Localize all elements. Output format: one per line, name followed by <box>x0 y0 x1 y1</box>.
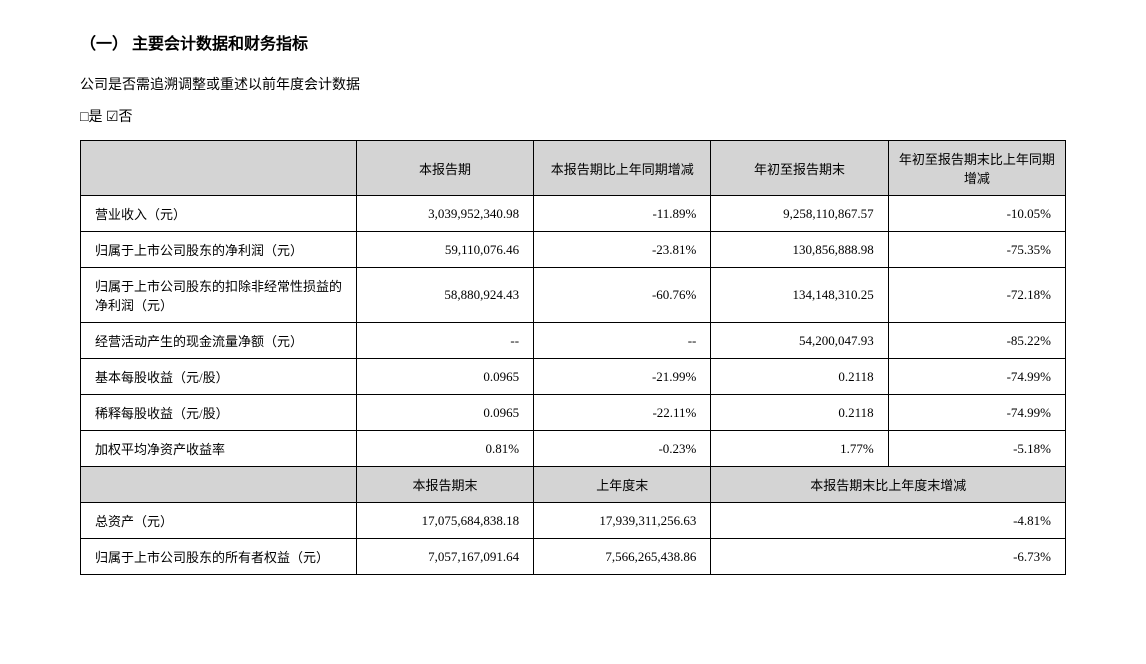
cell-value: -22.11% <box>534 395 711 431</box>
cell-value: -75.35% <box>888 232 1065 268</box>
cell-value: -60.76% <box>534 268 711 323</box>
table-row: 归属于上市公司股东的扣除非经常性损益的净利润（元） 58,880,924.43 … <box>81 268 1066 323</box>
cell-value: 54,200,047.93 <box>711 323 888 359</box>
cell-value: 0.2118 <box>711 359 888 395</box>
row-label: 营业收入（元） <box>81 196 357 232</box>
cell-value: 1.77% <box>711 431 888 467</box>
row-label: 加权平均净资产收益率 <box>81 431 357 467</box>
table-row: 归属于上市公司股东的所有者权益（元） 7,057,167,091.64 7,56… <box>81 539 1066 575</box>
table-header-row-1: 本报告期 本报告期比上年同期增减 年初至报告期末 年初至报告期末比上年同期增减 <box>81 141 1066 196</box>
header-cell: 年初至报告期末 <box>711 141 888 196</box>
cell-value: 59,110,076.46 <box>356 232 533 268</box>
header-cell: 本报告期 <box>356 141 533 196</box>
cell-value: 3,039,952,340.98 <box>356 196 533 232</box>
checkbox-no-symbol: ☑ <box>106 108 119 124</box>
table-row: 经营活动产生的现金流量净额（元） -- -- 54,200,047.93 -85… <box>81 323 1066 359</box>
cell-value: -72.18% <box>888 268 1065 323</box>
cell-value: -11.89% <box>534 196 711 232</box>
cell-value: 0.2118 <box>711 395 888 431</box>
row-label: 总资产（元） <box>81 503 357 539</box>
cell-value: -- <box>356 323 533 359</box>
cell-value: -0.23% <box>534 431 711 467</box>
cell-value: 9,258,110,867.57 <box>711 196 888 232</box>
header-cell: 上年度末 <box>534 467 711 503</box>
table-row: 基本每股收益（元/股） 0.0965 -21.99% 0.2118 -74.99… <box>81 359 1066 395</box>
row-label: 归属于上市公司股东的扣除非经常性损益的净利润（元） <box>81 268 357 323</box>
cell-value: 0.0965 <box>356 359 533 395</box>
row-label: 稀释每股收益（元/股） <box>81 395 357 431</box>
cell-value: -10.05% <box>888 196 1065 232</box>
header-cell: 本报告期比上年同期增减 <box>534 141 711 196</box>
table-row: 总资产（元） 17,075,684,838.18 17,939,311,256.… <box>81 503 1066 539</box>
cell-value: -4.81% <box>711 503 1066 539</box>
header-cell <box>81 467 357 503</box>
row-label: 经营活动产生的现金流量净额（元） <box>81 323 357 359</box>
table-row: 归属于上市公司股东的净利润（元） 59,110,076.46 -23.81% 1… <box>81 232 1066 268</box>
header-cell <box>81 141 357 196</box>
checkbox-no-label: 否 <box>119 110 133 125</box>
cell-value: -21.99% <box>534 359 711 395</box>
cell-value: 17,075,684,838.18 <box>356 503 533 539</box>
cell-value: 58,880,924.43 <box>356 268 533 323</box>
cell-value: 7,057,167,091.64 <box>356 539 533 575</box>
header-cell: 本报告期末比上年度末增减 <box>711 467 1066 503</box>
header-cell: 本报告期末 <box>356 467 533 503</box>
cell-value: 17,939,311,256.63 <box>534 503 711 539</box>
cell-value: 0.81% <box>356 431 533 467</box>
checkbox-yes-label: 是 <box>88 110 102 125</box>
cell-value: 134,148,310.25 <box>711 268 888 323</box>
cell-value: -6.73% <box>711 539 1066 575</box>
section-heading: （一） 主要会计数据和财务指标 <box>80 30 1066 54</box>
table-header-row-2: 本报告期末 上年度末 本报告期末比上年度末增减 <box>81 467 1066 503</box>
cell-value: -5.18% <box>888 431 1065 467</box>
cell-value: -74.99% <box>888 395 1065 431</box>
checkbox-row: □是 ☑否 <box>80 106 1066 126</box>
table-row: 营业收入（元） 3,039,952,340.98 -11.89% 9,258,1… <box>81 196 1066 232</box>
cell-value: 7,566,265,438.86 <box>534 539 711 575</box>
row-label: 归属于上市公司股东的所有者权益（元） <box>81 539 357 575</box>
header-cell: 年初至报告期末比上年同期增减 <box>888 141 1065 196</box>
financial-table: 本报告期 本报告期比上年同期增减 年初至报告期末 年初至报告期末比上年同期增减 … <box>80 140 1066 575</box>
cell-value: -85.22% <box>888 323 1065 359</box>
row-label: 基本每股收益（元/股） <box>81 359 357 395</box>
table-row: 稀释每股收益（元/股） 0.0965 -22.11% 0.2118 -74.99… <box>81 395 1066 431</box>
cell-value: 0.0965 <box>356 395 533 431</box>
description-line: 公司是否需追溯调整或重述以前年度会计数据 <box>80 74 1066 94</box>
cell-value: -74.99% <box>888 359 1065 395</box>
cell-value: 130,856,888.98 <box>711 232 888 268</box>
cell-value: -23.81% <box>534 232 711 268</box>
table-row: 加权平均净资产收益率 0.81% -0.23% 1.77% -5.18% <box>81 431 1066 467</box>
cell-value: -- <box>534 323 711 359</box>
row-label: 归属于上市公司股东的净利润（元） <box>81 232 357 268</box>
